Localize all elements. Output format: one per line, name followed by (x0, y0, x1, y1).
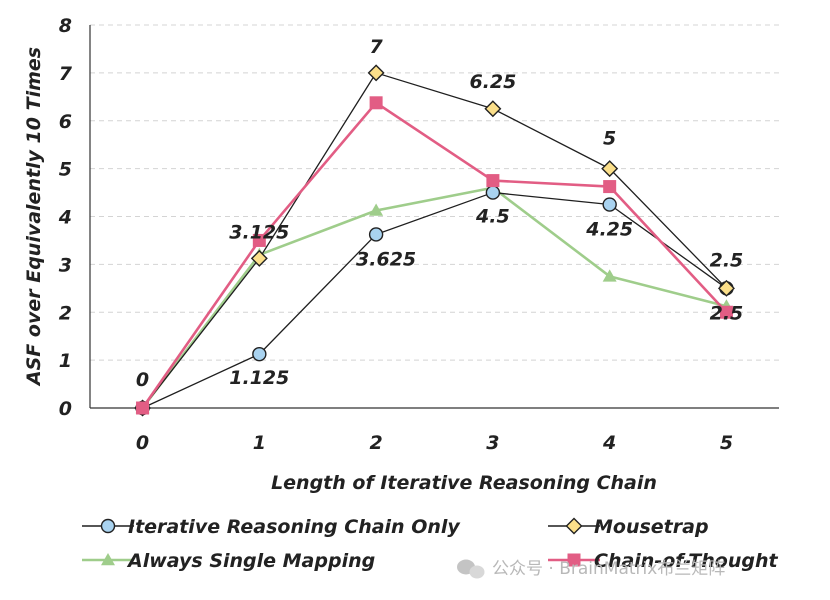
data-label: 7 (369, 36, 383, 58)
data-point (369, 203, 384, 216)
data-label: 1.125 (229, 367, 289, 389)
y-tick-label: 0 (59, 398, 72, 420)
data-label: 5 (603, 128, 616, 150)
data-point (250, 249, 268, 267)
data-label: 2.5 (710, 302, 744, 324)
axes (89, 25, 779, 409)
legend-label: Always Single Mapping (126, 550, 375, 572)
watermark: 公众号 · BrainMatrix布兰矩阵 (457, 559, 725, 579)
legend-label: Mousetrap (594, 516, 709, 538)
x-axis-title: Length of Iterative Reasoning Chain (271, 472, 657, 494)
y-tick-label: 4 (58, 207, 72, 229)
data-point (485, 185, 501, 200)
data-point (602, 197, 617, 212)
x-tick-label: 5 (720, 432, 733, 454)
data-label: 0 (136, 369, 149, 391)
legend-marker (567, 553, 581, 567)
x-tick-label: 3 (486, 432, 499, 454)
legend-label: Iterative Reasoning Chain Only (128, 516, 461, 538)
legend-item: Chain-of-Thought (548, 550, 778, 572)
data-point (602, 269, 617, 282)
data-label: 6.25 (469, 71, 516, 93)
x-tick-label: 4 (602, 432, 616, 454)
watermark-text: 公众号 · BrainMatrix布兰矩阵 (492, 559, 725, 579)
data-point (136, 401, 150, 415)
y-tick-label: 2 (59, 302, 72, 324)
x-tick-label: 1 (253, 432, 266, 454)
data-point (486, 174, 500, 188)
data-label: 2.5 (710, 249, 744, 271)
y-tick-label: 6 (59, 111, 72, 133)
legend-item: Iterative Reasoning Chain Only (82, 516, 461, 538)
x-tick-label: 0 (136, 432, 149, 454)
data-point (484, 100, 502, 118)
y-tick-label: 7 (59, 63, 73, 85)
legend-item: Always Single Mapping (82, 550, 375, 572)
legend-label: Chain-of-Thought (594, 550, 778, 572)
tick-labels: 0 1 2 3 4 5 6 7 8 0 1 2 3 4 5 (58, 15, 733, 454)
data-point (719, 305, 733, 319)
x-tick-label: 2 (369, 432, 382, 454)
legend-item: Mousetrap (548, 516, 709, 538)
wechat-icon (457, 559, 485, 579)
data-point (369, 96, 383, 110)
y-tick-label: 8 (59, 15, 72, 37)
y-tick-label: 3 (59, 254, 72, 276)
legend-marker (565, 517, 583, 535)
data-label: 4.5 (475, 206, 510, 228)
series-markers (134, 64, 735, 417)
series-lines (141, 72, 728, 409)
series-line (141, 186, 727, 409)
data-annotations: 0 1.125 3.125 7 3.625 6.25 4.5 5 4.25 2.5 2.5 (136, 36, 743, 391)
legend-marker (101, 553, 115, 566)
data-point (603, 180, 617, 194)
series-line (142, 72, 727, 409)
data-label: 4.25 (585, 219, 633, 241)
data-point (601, 160, 619, 178)
data-label: 3.125 (229, 221, 289, 243)
data-point (367, 64, 385, 82)
series-line (142, 191, 727, 409)
data-label: 3.625 (356, 248, 416, 270)
y-tick-label: 5 (59, 159, 72, 181)
data-point (368, 227, 384, 242)
legend: Iterative Reasoning Chain Only Mousetrap A… (82, 516, 778, 572)
series-line (141, 101, 728, 409)
y-axis-title: ASF over Equivalently 10 Times (23, 47, 45, 387)
legend-marker (100, 518, 116, 534)
y-tick-label: 1 (59, 350, 72, 372)
data-point (717, 279, 735, 297)
data-point (252, 233, 266, 247)
data-point (252, 346, 267, 362)
grid (90, 24, 779, 361)
